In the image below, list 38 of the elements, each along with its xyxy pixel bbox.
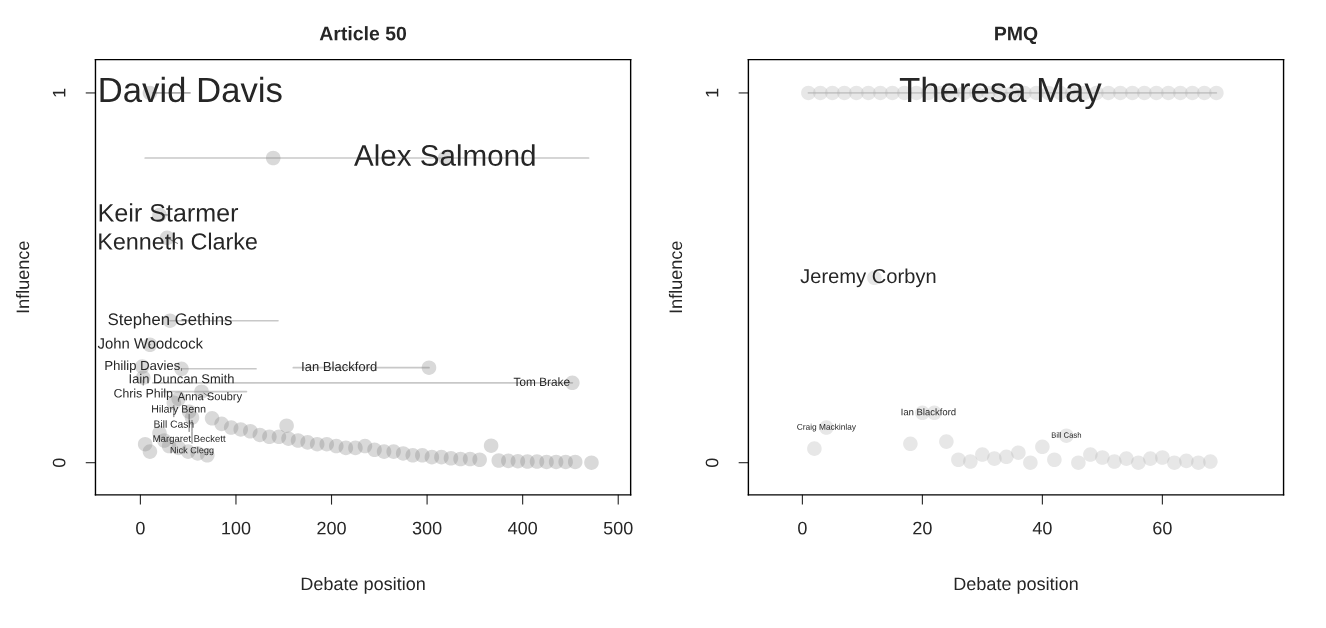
annotation: Ian Blackford <box>901 408 956 416</box>
annotation: Craig Mackinlay <box>797 423 856 432</box>
annotation: Nick Clegg <box>170 446 214 456</box>
annotation: Kenneth Clarke <box>99 232 257 250</box>
x-tick-label: 0 <box>136 521 145 535</box>
x-tick-label: 200 <box>317 521 346 535</box>
annotation: Anna Soubry <box>177 392 243 403</box>
chart-title: PMQ <box>995 26 1038 45</box>
annotation: Iain Duncan Smith <box>129 373 234 384</box>
x-tick-label: 40 <box>1032 521 1052 535</box>
x-tick-label: 400 <box>508 521 538 535</box>
annotation: Bill Cash <box>154 420 194 428</box>
annotation: Margaret Beckett <box>153 434 226 444</box>
x-tick-label: 300 <box>412 521 442 535</box>
annotation: Alex Salmond <box>354 144 535 166</box>
annotation: David Davis <box>100 76 282 103</box>
x-tick-label: 20 <box>913 521 932 535</box>
x-tick-label: 60 <box>1153 521 1172 535</box>
x-tick-label: 100 <box>222 521 251 535</box>
annotation: Hilary Benn <box>152 404 206 415</box>
annotation: Theresa May <box>899 76 1102 110</box>
x-axis-title: Debate position <box>301 576 425 594</box>
annotation: Philip Davies <box>105 360 180 373</box>
annotation: John Woodcock <box>97 337 204 349</box>
chart-title: Article 50 <box>319 26 407 41</box>
annotation: Chris Philp <box>114 388 173 401</box>
annotation: Tom Brake <box>513 377 570 387</box>
y-axis-title: Influence <box>15 241 30 313</box>
y-tick-label: 1 <box>52 88 66 97</box>
annotation: Jeremy Corbyn <box>800 268 936 288</box>
annotation: Keir Starmer <box>99 203 239 222</box>
y-axis-title: Influence <box>668 241 683 313</box>
x-tick-label: 500 <box>603 521 633 535</box>
x-axis-title: Debate position <box>954 576 1078 594</box>
annotation: Stephen Gethins <box>108 312 232 329</box>
x-tick-label: 0 <box>798 521 807 535</box>
annotation: Ian Blackford <box>302 361 377 372</box>
y-tick-label: 1 <box>705 88 719 97</box>
